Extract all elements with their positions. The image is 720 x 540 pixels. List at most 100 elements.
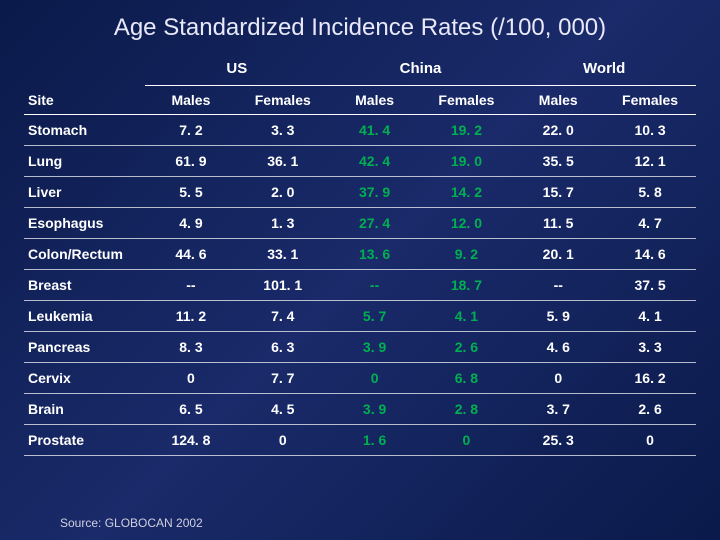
cell-value: 1. 6 — [329, 425, 421, 456]
cell-site: Stomach — [24, 115, 145, 146]
cell-value: 2. 6 — [604, 394, 696, 425]
cell-value: 5. 8 — [604, 177, 696, 208]
cell-value: 3. 9 — [329, 332, 421, 363]
table-row: Breast--101. 1--18. 7--37. 5 — [24, 270, 696, 301]
cell-value: 4. 6 — [512, 332, 604, 363]
cell-value: 16. 2 — [604, 363, 696, 394]
cell-value: 37. 9 — [329, 177, 421, 208]
cell-value: 101. 1 — [237, 270, 329, 301]
table-row: Pancreas8. 36. 33. 92. 64. 63. 3 — [24, 332, 696, 363]
cell-value: 18. 7 — [421, 270, 513, 301]
table-row: Lung61. 936. 142. 419. 035. 512. 1 — [24, 146, 696, 177]
cell-value: 4. 1 — [421, 301, 513, 332]
incidence-table: US China World Site Males Females Males … — [24, 52, 696, 456]
cell-value: 0 — [145, 363, 237, 394]
page-title: Age Standardized Incidence Rates (/100, … — [0, 0, 720, 52]
cell-site: Prostate — [24, 425, 145, 456]
cell-value: 8. 3 — [145, 332, 237, 363]
header-region-china: China — [329, 52, 513, 86]
cell-site: Liver — [24, 177, 145, 208]
cell-value: 6. 8 — [421, 363, 513, 394]
cell-value: 2. 0 — [237, 177, 329, 208]
cell-value: 3. 7 — [512, 394, 604, 425]
cell-value: 14. 6 — [604, 239, 696, 270]
cell-value: 7. 7 — [237, 363, 329, 394]
cell-value: 5. 9 — [512, 301, 604, 332]
cell-value: 35. 5 — [512, 146, 604, 177]
cell-value: 11. 2 — [145, 301, 237, 332]
cell-site: Breast — [24, 270, 145, 301]
header-site: Site — [24, 86, 145, 115]
table-row: Leukemia11. 27. 45. 74. 15. 94. 1 — [24, 301, 696, 332]
cell-value: 1. 3 — [237, 208, 329, 239]
cell-value: 6. 3 — [237, 332, 329, 363]
cell-value: 2. 8 — [421, 394, 513, 425]
table-row: Colon/Rectum44. 633. 113. 69. 220. 114. … — [24, 239, 696, 270]
cell-value: 10. 3 — [604, 115, 696, 146]
cell-value: 9. 2 — [421, 239, 513, 270]
cell-value: 13. 6 — [329, 239, 421, 270]
cell-value: 5. 5 — [145, 177, 237, 208]
cell-value: 4. 5 — [237, 394, 329, 425]
cell-site: Brain — [24, 394, 145, 425]
cell-site: Pancreas — [24, 332, 145, 363]
cell-value: 19. 0 — [421, 146, 513, 177]
cell-value: -- — [329, 270, 421, 301]
cell-value: 0 — [237, 425, 329, 456]
table-row: Esophagus4. 91. 327. 412. 011. 54. 7 — [24, 208, 696, 239]
cell-value: 22. 0 — [512, 115, 604, 146]
cell-value: 7. 4 — [237, 301, 329, 332]
cell-value: 4. 9 — [145, 208, 237, 239]
header-us-males: Males — [145, 86, 237, 115]
cell-value: 12. 1 — [604, 146, 696, 177]
header-blank — [24, 52, 145, 86]
sub-header-row: Site Males Females Males Females Males F… — [24, 86, 696, 115]
cell-value: 0 — [421, 425, 513, 456]
cell-value: 3. 9 — [329, 394, 421, 425]
cell-value: 14. 2 — [421, 177, 513, 208]
cell-value: 6. 5 — [145, 394, 237, 425]
cell-value: 5. 7 — [329, 301, 421, 332]
cell-value: 12. 0 — [421, 208, 513, 239]
cell-value: 33. 1 — [237, 239, 329, 270]
cell-value: 11. 5 — [512, 208, 604, 239]
cell-site: Esophagus — [24, 208, 145, 239]
cell-value: 2. 6 — [421, 332, 513, 363]
header-china-males: Males — [329, 86, 421, 115]
cell-site: Leukemia — [24, 301, 145, 332]
source-citation: Source: GLOBOCAN 2002 — [60, 516, 203, 530]
cell-value: 0 — [512, 363, 604, 394]
table-row: Prostate124. 801. 6025. 30 — [24, 425, 696, 456]
cell-value: 7. 2 — [145, 115, 237, 146]
header-region-us: US — [145, 52, 329, 86]
cell-site: Lung — [24, 146, 145, 177]
table-body: Stomach7. 23. 341. 419. 222. 010. 3Lung6… — [24, 115, 696, 456]
cell-value: 20. 1 — [512, 239, 604, 270]
cell-value: 36. 1 — [237, 146, 329, 177]
table-row: Brain6. 54. 53. 92. 83. 72. 6 — [24, 394, 696, 425]
header-china-females: Females — [421, 86, 513, 115]
cell-value: 37. 5 — [604, 270, 696, 301]
table-row: Liver5. 52. 037. 914. 215. 75. 8 — [24, 177, 696, 208]
cell-value: 44. 6 — [145, 239, 237, 270]
cell-value: 0 — [329, 363, 421, 394]
cell-value: 0 — [604, 425, 696, 456]
region-header-row: US China World — [24, 52, 696, 86]
cell-value: 25. 3 — [512, 425, 604, 456]
cell-value: -- — [512, 270, 604, 301]
cell-value: 4. 1 — [604, 301, 696, 332]
table-container: US China World Site Males Females Males … — [0, 52, 720, 456]
cell-value: 19. 2 — [421, 115, 513, 146]
cell-site: Colon/Rectum — [24, 239, 145, 270]
cell-value: 3. 3 — [604, 332, 696, 363]
cell-value: 42. 4 — [329, 146, 421, 177]
header-us-females: Females — [237, 86, 329, 115]
table-row: Stomach7. 23. 341. 419. 222. 010. 3 — [24, 115, 696, 146]
header-region-world: World — [512, 52, 696, 86]
cell-value: 41. 4 — [329, 115, 421, 146]
cell-site: Cervix — [24, 363, 145, 394]
table-row: Cervix07. 706. 8016. 2 — [24, 363, 696, 394]
cell-value: 4. 7 — [604, 208, 696, 239]
cell-value: 61. 9 — [145, 146, 237, 177]
cell-value: 3. 3 — [237, 115, 329, 146]
